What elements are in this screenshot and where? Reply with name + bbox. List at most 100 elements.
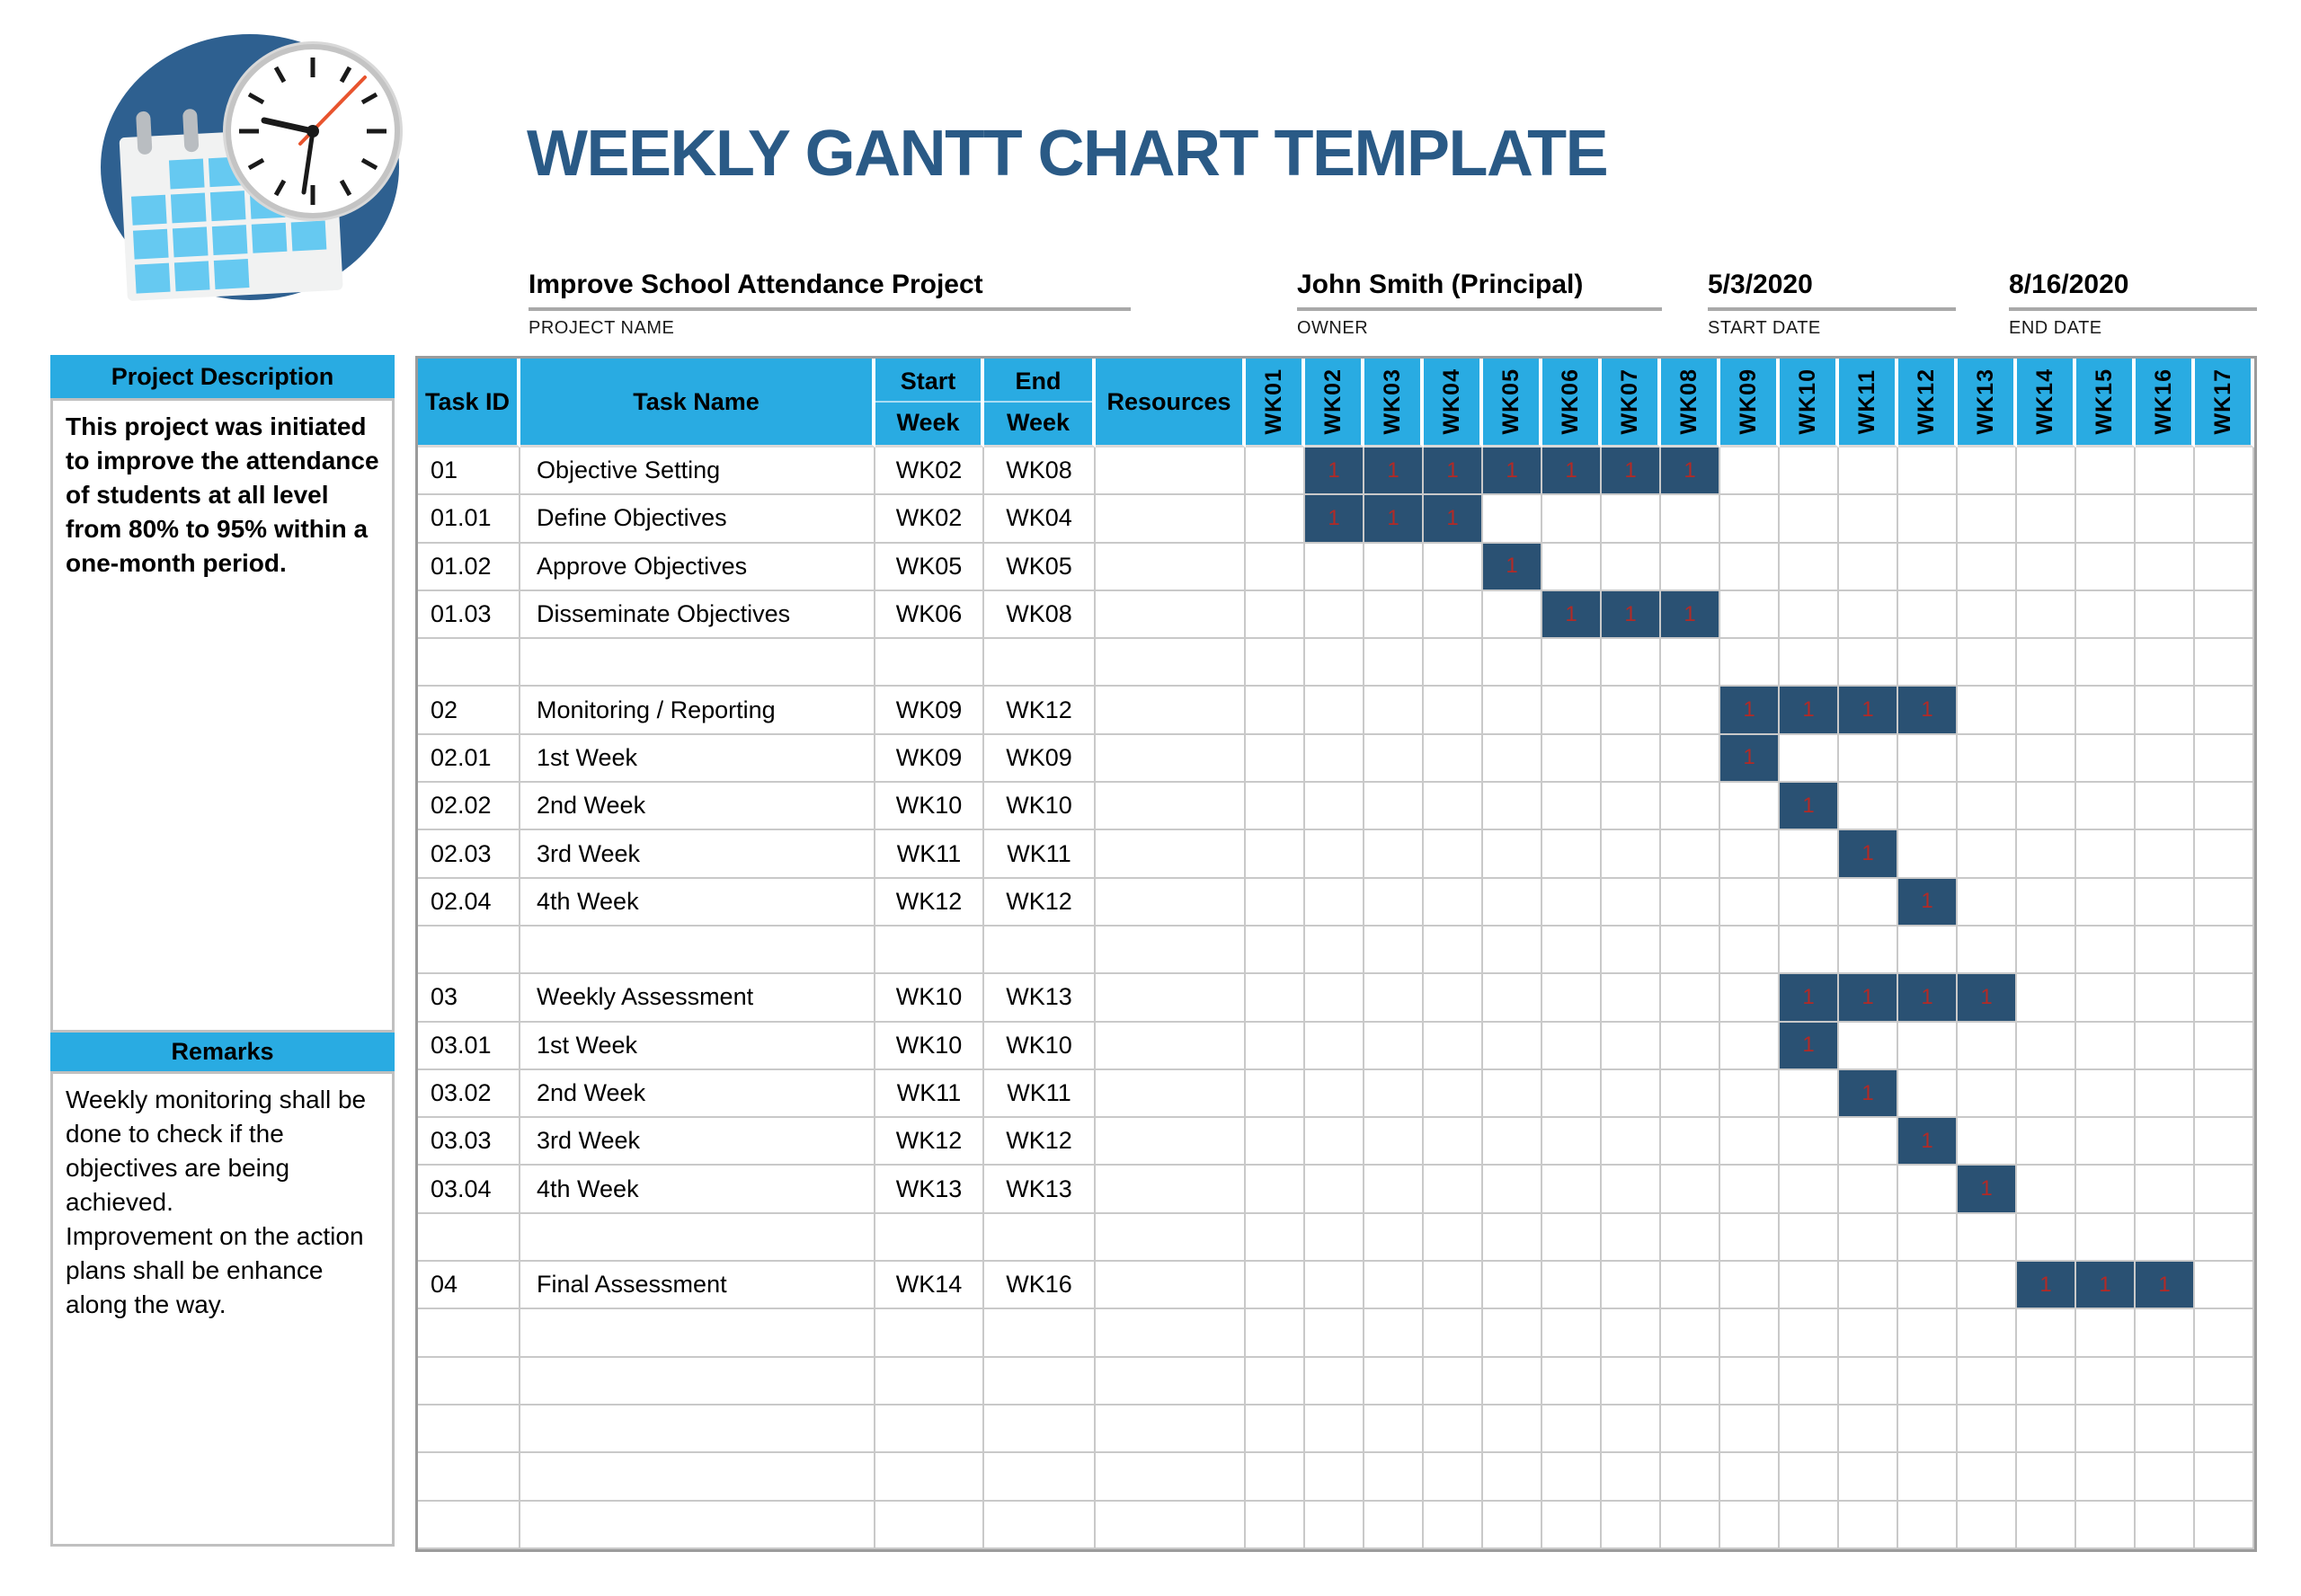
gantt-empty-cell[interactable] — [2076, 1118, 2136, 1166]
gantt-empty-cell[interactable] — [2136, 926, 2195, 975]
task-id-cell[interactable]: 02 — [418, 687, 520, 735]
gantt-empty-cell[interactable] — [1661, 1453, 1720, 1502]
gantt-empty-cell[interactable] — [2195, 926, 2254, 975]
gantt-empty-cell[interactable] — [2076, 543, 2136, 591]
gantt-empty-cell[interactable] — [2195, 783, 2254, 831]
gantt-empty-cell[interactable] — [1958, 1069, 2017, 1119]
gantt-empty-cell[interactable] — [1720, 783, 1780, 831]
gantt-empty-cell[interactable] — [2136, 878, 2195, 927]
gantt-empty-cell[interactable] — [1602, 1405, 1661, 1454]
gantt-empty-cell[interactable] — [1424, 1405, 1483, 1454]
gantt-empty-cell[interactable] — [1246, 783, 1305, 831]
gantt-empty-cell[interactable] — [1720, 926, 1780, 975]
resources-cell[interactable] — [1096, 1262, 1246, 1310]
gantt-empty-cell[interactable] — [1839, 734, 1898, 784]
gantt-empty-cell[interactable] — [1839, 1405, 1898, 1454]
gantt-empty-cell[interactable] — [1246, 1166, 1305, 1214]
gantt-empty-cell[interactable] — [2136, 687, 2195, 735]
start-week-cell[interactable]: WK12 — [875, 878, 984, 927]
gantt-empty-cell[interactable] — [1542, 1405, 1602, 1454]
gantt-empty-cell[interactable] — [1958, 1357, 2017, 1405]
end-week-cell[interactable]: WK16 — [984, 1262, 1096, 1310]
gantt-empty-cell[interactable] — [1958, 926, 2017, 975]
end-week-cell[interactable]: WK11 — [984, 830, 1096, 879]
gantt-empty-cell[interactable] — [1780, 495, 1839, 544]
end-week-cell[interactable] — [984, 926, 1096, 975]
gantt-empty-cell[interactable] — [2076, 1213, 2136, 1263]
gantt-empty-cell[interactable] — [1483, 495, 1542, 544]
task-name-cell[interactable] — [520, 926, 875, 975]
gantt-empty-cell[interactable] — [1780, 543, 1839, 591]
gantt-empty-cell[interactable] — [1839, 1501, 1898, 1549]
start-week-cell[interactable]: WK13 — [875, 1166, 984, 1214]
gantt-empty-cell[interactable] — [1720, 974, 1780, 1023]
owner-value[interactable]: John Smith (Principal) — [1297, 270, 1584, 299]
gantt-empty-cell[interactable] — [1661, 1118, 1720, 1166]
task-name-cell[interactable] — [520, 1453, 875, 1502]
gantt-empty-cell[interactable] — [2076, 783, 2136, 831]
task-name-cell[interactable]: Disseminate Objectives — [520, 590, 875, 640]
task-id-cell[interactable]: 02.03 — [418, 830, 520, 879]
gantt-empty-cell[interactable] — [2017, 1166, 2076, 1214]
task-id-cell[interactable]: 03.03 — [418, 1118, 520, 1166]
gantt-empty-cell[interactable] — [1542, 734, 1602, 784]
gantt-empty-cell[interactable] — [2136, 1309, 2195, 1358]
gantt-empty-cell[interactable] — [1780, 590, 1839, 640]
gantt-empty-cell[interactable] — [1602, 783, 1661, 831]
gantt-empty-cell[interactable] — [1839, 543, 1898, 591]
task-name-cell[interactable] — [520, 1357, 875, 1405]
gantt-empty-cell[interactable] — [1780, 448, 1839, 496]
resources-cell[interactable] — [1096, 1501, 1246, 1549]
gantt-bar-cell[interactable]: 1 — [1780, 1022, 1839, 1070]
gantt-empty-cell[interactable] — [1424, 926, 1483, 975]
gantt-bar-cell[interactable]: 1 — [1780, 783, 1839, 831]
end-week-cell[interactable]: WK13 — [984, 974, 1096, 1023]
gantt-empty-cell[interactable] — [1958, 1022, 2017, 1070]
gantt-empty-cell[interactable] — [1720, 1262, 1780, 1310]
gantt-bar-cell[interactable]: 1 — [1305, 448, 1364, 496]
gantt-empty-cell[interactable] — [1898, 1213, 1958, 1263]
end-week-cell[interactable]: WK10 — [984, 1022, 1096, 1070]
gantt-empty-cell[interactable] — [2076, 734, 2136, 784]
task-id-cell[interactable]: 01 — [418, 448, 520, 496]
gantt-empty-cell[interactable] — [1661, 1166, 1720, 1214]
gantt-empty-cell[interactable] — [1661, 1501, 1720, 1549]
gantt-empty-cell[interactable] — [1602, 1501, 1661, 1549]
gantt-empty-cell[interactable] — [1720, 1309, 1780, 1358]
gantt-empty-cell[interactable] — [1958, 1309, 2017, 1358]
task-id-cell[interactable]: 02.02 — [418, 783, 520, 831]
gantt-empty-cell[interactable] — [1661, 543, 1720, 591]
gantt-empty-cell[interactable] — [1542, 1309, 1602, 1358]
gantt-empty-cell[interactable] — [1246, 1069, 1305, 1119]
start-week-cell[interactable]: WK14 — [875, 1262, 984, 1310]
gantt-empty-cell[interactable] — [1483, 590, 1542, 640]
resources-cell[interactable] — [1096, 734, 1246, 784]
gantt-empty-cell[interactable] — [1661, 495, 1720, 544]
gantt-empty-cell[interactable] — [1542, 1262, 1602, 1310]
task-id-cell[interactable] — [418, 639, 520, 687]
gantt-empty-cell[interactable] — [1364, 687, 1424, 735]
start-week-cell[interactable]: WK12 — [875, 1118, 984, 1166]
gantt-empty-cell[interactable] — [2136, 1022, 2195, 1070]
gantt-empty-cell[interactable] — [1780, 639, 1839, 687]
gantt-empty-cell[interactable] — [1898, 734, 1958, 784]
gantt-empty-cell[interactable] — [1720, 1357, 1780, 1405]
gantt-empty-cell[interactable] — [1305, 590, 1364, 640]
task-name-cell[interactable]: 2nd Week — [520, 1069, 875, 1119]
task-name-cell[interactable]: 3rd Week — [520, 830, 875, 879]
gantt-empty-cell[interactable] — [1720, 1069, 1780, 1119]
gantt-empty-cell[interactable] — [1542, 1501, 1602, 1549]
gantt-empty-cell[interactable] — [1364, 926, 1424, 975]
gantt-empty-cell[interactable] — [1542, 878, 1602, 927]
gantt-empty-cell[interactable] — [1602, 974, 1661, 1023]
gantt-empty-cell[interactable] — [1780, 830, 1839, 879]
gantt-empty-cell[interactable] — [2017, 1453, 2076, 1502]
gantt-empty-cell[interactable] — [1364, 783, 1424, 831]
start-week-cell[interactable] — [875, 639, 984, 687]
start-week-cell[interactable]: WK02 — [875, 448, 984, 496]
gantt-bar-cell[interactable]: 1 — [2017, 1262, 2076, 1310]
gantt-empty-cell[interactable] — [1839, 639, 1898, 687]
gantt-empty-cell[interactable] — [1305, 1022, 1364, 1070]
gantt-empty-cell[interactable] — [1958, 1405, 2017, 1454]
gantt-empty-cell[interactable] — [1898, 926, 1958, 975]
